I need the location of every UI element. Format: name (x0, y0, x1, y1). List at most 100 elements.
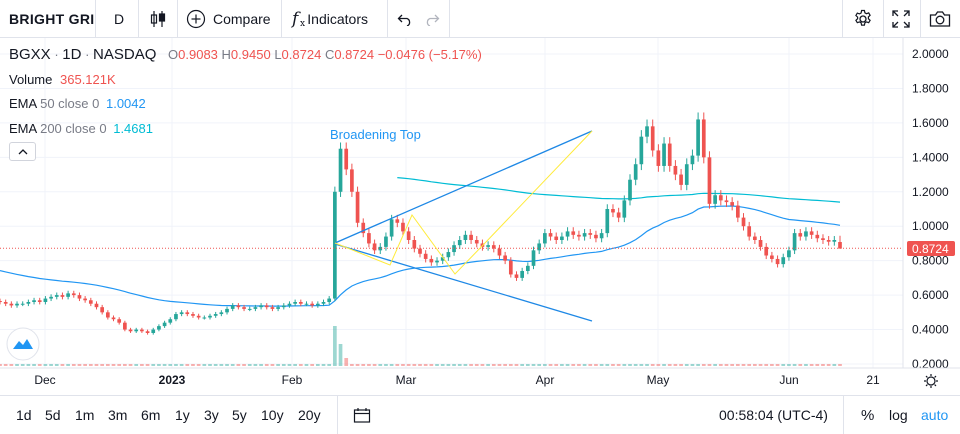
range-5y[interactable]: 5y (232, 407, 247, 423)
legend-collapse-button[interactable] (9, 142, 36, 161)
range-1m[interactable]: 1m (75, 407, 95, 423)
volume-bar (662, 364, 666, 366)
candle-body (327, 298, 332, 302)
settings-button[interactable] (853, 0, 873, 38)
chart-type-button[interactable] (150, 0, 166, 38)
volume-bar (281, 364, 286, 366)
volume-bar (730, 364, 735, 366)
volume-bar (37, 364, 42, 366)
candle-body (491, 245, 496, 249)
pattern-annotation: Broadening Top (330, 127, 421, 142)
ema200-legend[interactable]: EMA 200 close 0 1.4681 (9, 121, 153, 136)
candle-body (446, 252, 451, 258)
range-20y[interactable]: 20y (298, 407, 321, 423)
ticker-label[interactable]: BGXX (9, 46, 51, 63)
volume-bar (474, 364, 479, 366)
price-chart[interactable]: Broadening Top 2.0000 1.8000 1.6000 1.4000 1… (0, 38, 960, 395)
candle-body (611, 209, 615, 213)
candle-body (781, 257, 786, 265)
candle-body (684, 164, 689, 185)
candle-body (435, 260, 439, 263)
range-1y[interactable]: 1y (175, 407, 190, 423)
pattern-lower-line (334, 243, 593, 322)
candle-body (525, 265, 530, 271)
candle-body (440, 257, 445, 261)
volume-bar (457, 364, 462, 366)
log-scale-toggle[interactable]: log (889, 407, 908, 423)
percent-scale-toggle[interactable]: % (861, 406, 875, 424)
candle-body (667, 143, 672, 166)
camera-icon (929, 11, 951, 27)
candle-body (208, 315, 212, 318)
time-tick-label: Apr (536, 373, 555, 387)
candle-body (310, 303, 315, 306)
volume-bar (304, 364, 309, 366)
last-price-tag: 0.8724 (907, 241, 955, 256)
candle-body (191, 314, 195, 316)
candle-body (520, 271, 525, 278)
range-3m[interactable]: 3m (108, 407, 128, 423)
compare-button[interactable]: Compare (186, 0, 271, 38)
range-5d[interactable]: 5d (45, 407, 61, 423)
candle-body (582, 233, 587, 237)
close-label: C (324, 47, 335, 62)
timezone-clock[interactable]: 00:58:04 (UTC-4) (719, 407, 828, 423)
undo-icon (397, 14, 411, 26)
auto-scale-toggle[interactable]: auto (921, 407, 949, 423)
toolbar-divider (281, 0, 282, 38)
redo-button[interactable] (424, 0, 440, 38)
fullscreen-button[interactable] (892, 0, 910, 38)
candle-body (94, 303, 99, 308)
candle-body (395, 219, 400, 223)
volume-bar (639, 364, 644, 366)
go-to-date-button[interactable] (353, 396, 371, 434)
candle-body (179, 312, 184, 315)
ema50-legend[interactable]: EMA 50 close 0 1.0042 (9, 96, 146, 111)
range-10y[interactable]: 10y (261, 407, 284, 423)
volume-bar (145, 364, 150, 366)
volume-bar (543, 364, 547, 366)
close-value: 0.8724 (334, 47, 375, 62)
candle-body (213, 314, 218, 316)
candle-body (838, 242, 842, 249)
candle-body (792, 233, 797, 251)
volume-bar (327, 364, 332, 366)
volume-legend[interactable]: Volume 365.121K (9, 72, 116, 87)
exchange-label: NASDAQ (93, 46, 157, 63)
volume-bar (787, 364, 791, 366)
candle-body (111, 317, 116, 320)
undo-button[interactable] (397, 0, 413, 38)
volume-bar (3, 364, 8, 366)
volume-bar (179, 364, 184, 366)
volume-bar (531, 364, 536, 366)
volume-bar (588, 364, 593, 366)
volume-bar (344, 358, 349, 366)
symbol-search-button[interactable]: BRIGHT GRI (9, 11, 95, 27)
candle-body (531, 250, 536, 266)
time-axis: Dec 2023 Feb Mar Apr May Jun 21 (34, 373, 880, 387)
candle-body (9, 303, 14, 306)
range-1d[interactable]: 1d (16, 407, 32, 423)
price-tick-label: 0.4000 (912, 323, 949, 337)
ema50-label: EMA (9, 96, 37, 111)
interval-button[interactable]: D (114, 11, 125, 27)
candle-body (696, 119, 700, 156)
candle-body (821, 238, 825, 240)
volume-bar (429, 364, 434, 366)
candle-body (32, 300, 36, 302)
range-6m[interactable]: 6m (141, 407, 161, 423)
candle-body (764, 246, 769, 256)
range-3y[interactable]: 3y (204, 407, 219, 423)
volume-bar (88, 364, 93, 366)
candle-body (88, 300, 93, 304)
chart-pane[interactable]: Broadening Top 2.0000 1.8000 1.6000 1.4000 1… (0, 38, 960, 395)
candle-body (157, 326, 161, 330)
candle-body (787, 250, 791, 258)
candle-body (554, 236, 559, 240)
volume-bar (333, 326, 337, 366)
candle-body (242, 307, 246, 309)
volume-bar (418, 364, 422, 366)
snapshot-button[interactable] (929, 0, 951, 38)
candle-body (15, 303, 19, 306)
